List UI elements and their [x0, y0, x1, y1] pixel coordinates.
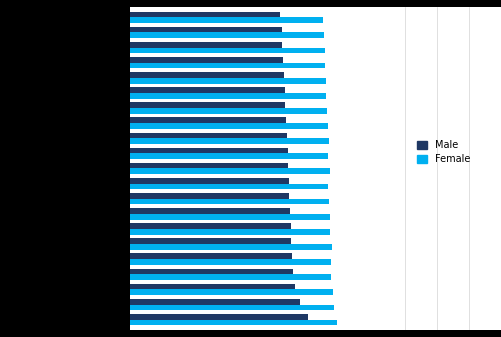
Bar: [0, 320, 337, 326]
Bar: [0, 168, 330, 174]
Bar: [0, 108, 327, 114]
Bar: [0, 259, 331, 265]
Bar: [0, 148, 288, 153]
Bar: [0, 138, 329, 144]
Bar: [0, 17, 324, 23]
Bar: [0, 178, 289, 184]
Bar: [0, 32, 324, 38]
Bar: [0, 42, 282, 48]
Bar: [0, 78, 326, 84]
Bar: [0, 63, 325, 68]
Bar: [0, 299, 301, 305]
Bar: [0, 314, 308, 320]
Bar: [0, 11, 280, 17]
Bar: [0, 284, 295, 289]
Bar: [0, 102, 285, 108]
Bar: [0, 223, 291, 229]
Bar: [0, 289, 333, 295]
Bar: [0, 163, 288, 168]
Bar: [0, 132, 287, 138]
Bar: [0, 253, 293, 259]
Bar: [0, 244, 332, 250]
Bar: [0, 48, 325, 53]
Bar: [0, 274, 331, 280]
Bar: [0, 57, 284, 63]
Bar: [0, 229, 330, 235]
Bar: [0, 72, 284, 78]
Bar: [0, 184, 328, 189]
Bar: [0, 208, 290, 214]
Bar: [0, 305, 334, 310]
Bar: [0, 87, 285, 93]
Bar: [0, 123, 328, 129]
Bar: [0, 193, 290, 199]
Bar: [0, 93, 327, 99]
Bar: [0, 153, 328, 159]
Bar: [0, 199, 329, 205]
Bar: [0, 214, 330, 220]
Legend: Male, Female: Male, Female: [413, 136, 474, 168]
Bar: [0, 269, 293, 274]
Bar: [0, 238, 291, 244]
Bar: [0, 27, 282, 32]
Bar: [0, 117, 287, 123]
